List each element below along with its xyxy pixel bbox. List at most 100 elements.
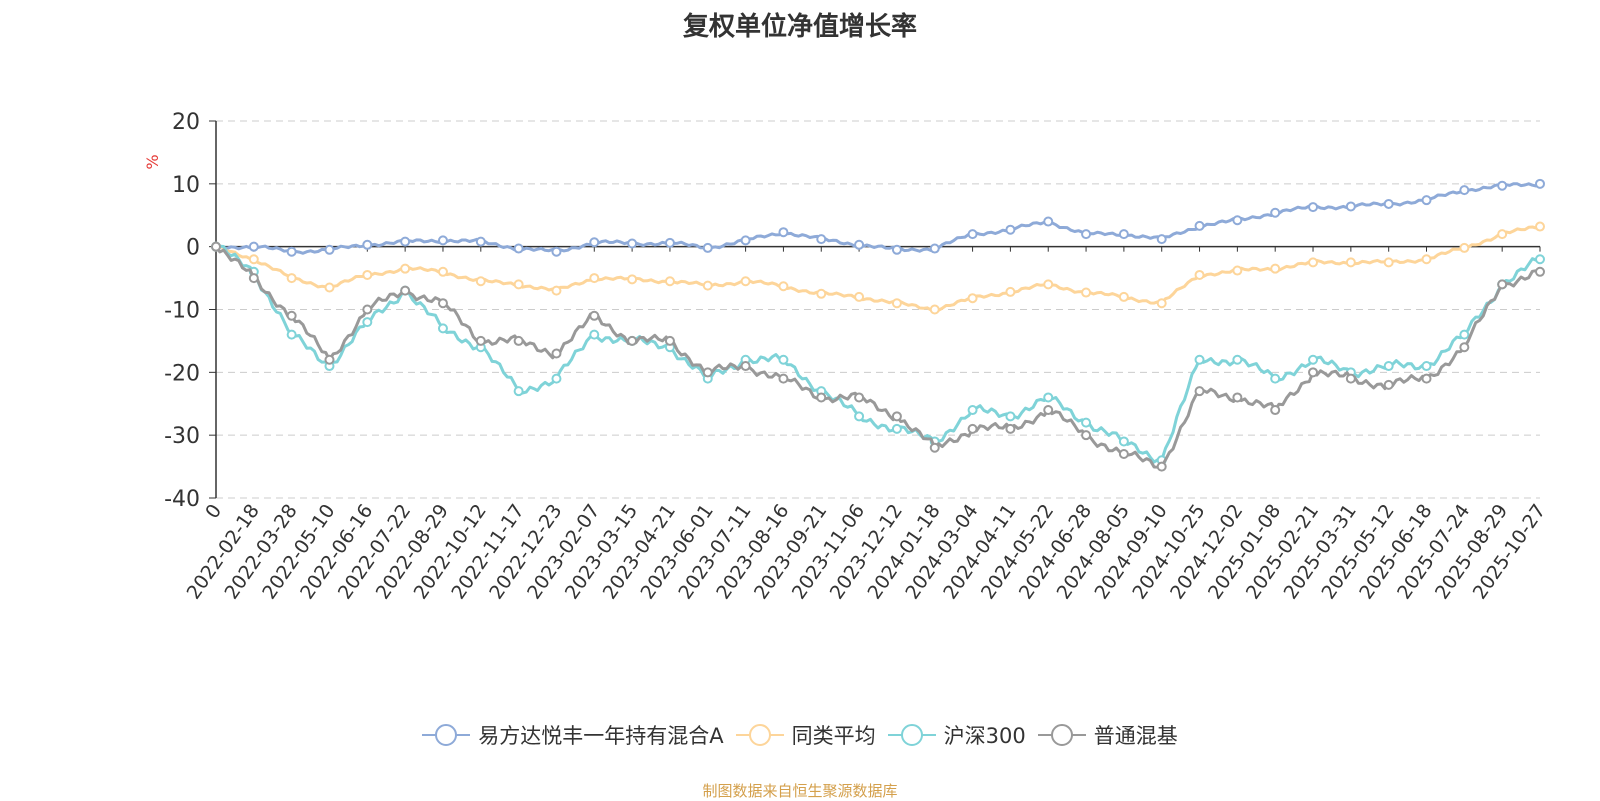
y-tick-label: 0 [186,236,200,261]
data-point [1156,461,1167,472]
data-point [1308,257,1319,268]
data-point [967,293,978,304]
data-point [1383,361,1394,372]
data-point [589,237,600,248]
data-point [1459,242,1470,253]
y-tick-label: 20 [172,110,200,135]
data-point [929,442,940,453]
data-point [1005,423,1016,434]
data-point [513,279,524,290]
legend-item[interactable]: 同类平均 [735,720,876,750]
data-point [854,411,865,422]
legend-item[interactable]: 沪深300 [887,720,1026,750]
data-point [1497,229,1508,240]
data-point [1194,220,1205,231]
legend-label: 同类平均 [791,724,876,748]
data-point [1043,392,1054,403]
series-0 [211,178,1545,257]
data-point [778,281,789,292]
data-point [1345,373,1356,384]
data-point [1118,229,1129,240]
data-point [362,269,373,280]
data-point [1270,263,1281,274]
data-point [1081,287,1092,298]
data-point [740,235,751,246]
data-point [1194,269,1205,280]
data-point [362,317,373,328]
data-point [551,348,562,359]
data-point [362,304,373,315]
legend-label: 沪深300 [943,724,1026,748]
data-point [664,335,675,346]
data-point [854,239,865,250]
data-point [324,354,335,365]
data-point [551,285,562,296]
data-point [437,298,448,309]
legend-item[interactable]: 普通混基 [1037,720,1178,750]
data-point [740,361,751,372]
series-2 [211,241,1545,466]
data-point [778,373,789,384]
data-point [1459,185,1470,196]
data-point [286,310,297,321]
data-point [702,367,713,378]
data-point [1345,201,1356,212]
data-point [1081,417,1092,428]
data-point [1383,257,1394,268]
data-point [1232,392,1243,403]
data-point [1270,207,1281,218]
data-point [1421,254,1432,265]
data-point [400,263,411,274]
data-point [627,274,638,285]
data-point [816,234,827,245]
data-point [891,423,902,434]
x-tick-label: 0 [201,500,226,523]
data-point [1081,430,1092,441]
data-point [1118,291,1129,302]
series-3 [211,241,1545,472]
legend-marker-icon [422,724,471,746]
grid-layer [216,120,1540,499]
data-point [1232,354,1243,365]
data-point [1421,373,1432,384]
chart-title: 复权单位净值增长率 [682,12,917,42]
data-point [816,288,827,299]
series-line [214,245,1541,469]
data-point [324,282,335,293]
data-point [1043,405,1054,416]
legend-marker-icon [735,724,784,746]
data-source-note: 制图数据来自恒生聚源数据库 [702,782,898,800]
legend-item[interactable]: 易方达悦丰一年持有混合A [422,720,724,750]
data-point [437,266,448,277]
data-point [437,323,448,334]
data-point [778,354,789,365]
series-1 [211,221,1545,315]
data-point [1421,361,1432,372]
y-tick-label: 10 [172,173,200,198]
data-point [627,238,638,249]
data-point [1118,436,1129,447]
data-point [400,236,411,247]
data-point [891,244,902,255]
data-point [929,243,940,254]
data-point [551,373,562,384]
series-line [215,182,1541,255]
data-point [1535,221,1545,232]
data-point [286,329,297,340]
data-point [702,242,713,253]
data-point [1535,178,1545,189]
data-point [1308,354,1319,365]
data-point [702,280,713,291]
data-point [286,246,297,257]
data-point [324,244,335,255]
data-point [1497,279,1508,290]
data-point [1421,195,1432,206]
series-line [215,225,1541,312]
data-point [929,304,940,315]
data-point [475,236,486,247]
data-point [589,310,600,321]
legend: 易方达悦丰一年持有混合A 同类平均 沪深300 普通混基 [0,720,1600,752]
data-point [1383,198,1394,209]
data-point [1005,224,1016,235]
